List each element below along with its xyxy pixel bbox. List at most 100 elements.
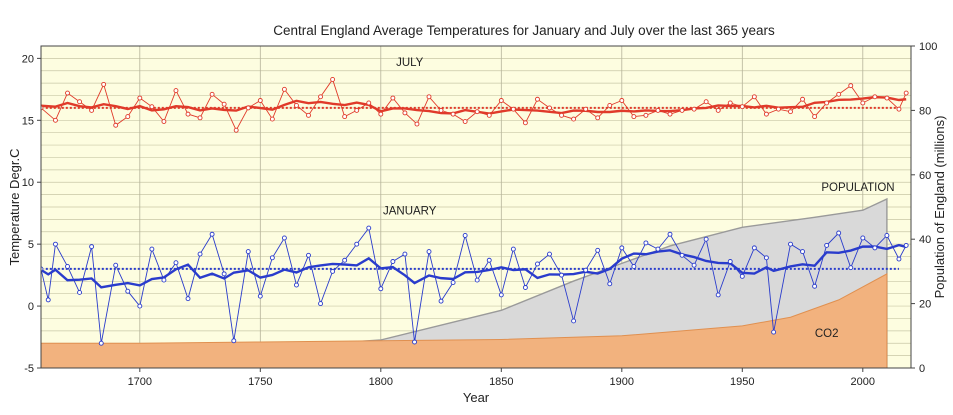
july-point xyxy=(245,105,251,111)
january-point xyxy=(77,290,83,295)
january-point xyxy=(366,225,372,231)
july-point xyxy=(330,76,336,82)
july-point xyxy=(402,110,408,116)
january-point xyxy=(330,268,336,274)
july-point xyxy=(812,114,818,120)
y2-tick-label: 80 xyxy=(919,105,931,117)
january-point xyxy=(788,241,793,247)
january-point xyxy=(763,255,769,261)
january-point xyxy=(45,297,51,303)
january-point xyxy=(872,245,878,251)
july-point xyxy=(763,111,769,117)
july-point xyxy=(547,105,552,111)
january-point xyxy=(486,257,492,263)
july-point xyxy=(872,94,878,100)
july-point xyxy=(848,83,854,89)
january-point xyxy=(571,318,577,324)
y2-axis-title: Population of England (millions) xyxy=(932,116,947,299)
july-point xyxy=(161,119,167,124)
y2-tick-label: 60 xyxy=(919,170,931,182)
annotation-january: JANUARY xyxy=(383,205,437,217)
january-point xyxy=(342,257,348,263)
july-point xyxy=(474,109,480,115)
annotation-july: JULY xyxy=(396,57,424,69)
y2-tick-label: 20 xyxy=(919,299,931,311)
july-point xyxy=(679,107,685,113)
january-point xyxy=(426,249,432,255)
january-point xyxy=(619,245,625,251)
x-tick-label: 1950 xyxy=(730,376,754,388)
january-point xyxy=(269,255,275,261)
january-point xyxy=(245,249,251,255)
july-point xyxy=(631,114,637,120)
july-point xyxy=(390,95,396,101)
january-point xyxy=(113,262,119,268)
january-point xyxy=(739,273,745,279)
july-point xyxy=(800,96,806,102)
january-point xyxy=(390,259,396,264)
july-point xyxy=(113,122,119,128)
january-point xyxy=(522,285,528,290)
x-tick-label: 1750 xyxy=(248,376,272,388)
january-point xyxy=(98,340,104,346)
july-point xyxy=(498,98,504,103)
july-point xyxy=(342,114,348,120)
x-tick-label: 2000 xyxy=(851,376,875,388)
january-point xyxy=(812,283,818,289)
july-point xyxy=(137,95,143,101)
january-point xyxy=(209,231,215,237)
july-point xyxy=(595,115,601,121)
july-point xyxy=(727,100,733,106)
x-tick-label: 1800 xyxy=(369,376,393,388)
january-point xyxy=(257,293,263,299)
y-tick-label: 20 xyxy=(22,53,34,65)
july-point xyxy=(101,81,107,87)
january-point xyxy=(751,245,757,251)
july-point xyxy=(691,106,697,112)
july-point xyxy=(860,100,866,106)
y-tick-label: 15 xyxy=(22,115,34,127)
july-point xyxy=(667,111,673,117)
july-point xyxy=(414,121,420,127)
july-point xyxy=(426,94,432,100)
january-point xyxy=(679,252,685,258)
january-point xyxy=(607,281,613,287)
july-point xyxy=(125,114,131,120)
january-point xyxy=(860,235,866,241)
july-point xyxy=(535,96,540,102)
january-point xyxy=(703,236,709,242)
july-point xyxy=(583,106,589,112)
july-point xyxy=(65,90,70,96)
july-point xyxy=(221,101,227,107)
july-point xyxy=(269,116,275,122)
july-point xyxy=(571,116,577,122)
july-point xyxy=(185,111,191,117)
january-point xyxy=(125,288,131,294)
july-point xyxy=(149,104,155,110)
january-point xyxy=(402,251,408,257)
july-point xyxy=(903,90,909,96)
july-point xyxy=(896,106,902,112)
july-point xyxy=(294,102,299,108)
january-point xyxy=(89,244,95,250)
january-point xyxy=(884,233,890,238)
y2-tick-label: 100 xyxy=(919,41,937,53)
july-point xyxy=(450,111,456,117)
july-point xyxy=(53,117,58,123)
january-point xyxy=(547,251,552,257)
january-point xyxy=(510,246,516,252)
january-point xyxy=(462,233,468,238)
january-point xyxy=(281,235,287,241)
x-tick-label: 1850 xyxy=(489,376,513,388)
y-axis-title: Temperature Degr.C xyxy=(7,148,22,265)
x-axis-title: Year xyxy=(463,390,490,405)
july-point xyxy=(257,98,263,103)
january-point xyxy=(583,267,589,273)
january-point xyxy=(221,271,227,277)
july-point xyxy=(89,107,95,113)
january-point xyxy=(691,262,697,268)
january-point xyxy=(53,241,58,247)
july-point xyxy=(77,99,83,105)
annotation-population: POPULATION xyxy=(821,182,894,194)
